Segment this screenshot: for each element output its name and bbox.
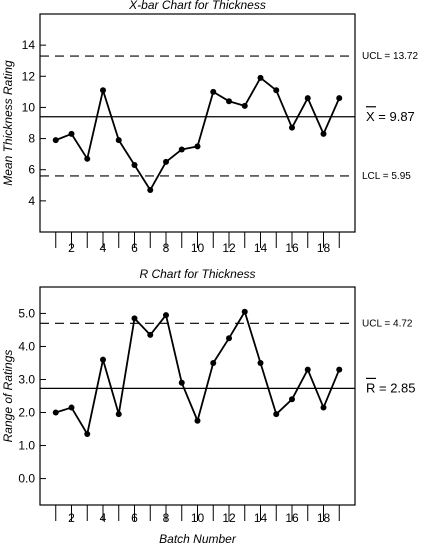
x-tick-label-0: 6 — [131, 241, 138, 255]
y-tick-label-0: 14 — [22, 38, 36, 52]
data-point-1-0 — [52, 409, 59, 416]
x-tick-label-0: 12 — [222, 241, 236, 255]
data-point-1-18 — [336, 366, 343, 373]
y-tick-label-0: 8 — [28, 132, 35, 146]
y-tick-label-1: 1.0 — [18, 439, 35, 453]
y-tick-label-1: 2.0 — [18, 406, 35, 420]
data-point-1-4 — [115, 411, 122, 418]
series-line-1 — [55, 310, 341, 435]
data-point-0-13 — [257, 74, 264, 81]
data-point-1-8 — [178, 379, 185, 386]
series-line-0 — [55, 76, 341, 191]
ref-line-label-1-0: UCL = 4.72 — [362, 318, 413, 329]
x-tick-label-0: 2 — [68, 241, 75, 255]
y-axis-label-0: Mean Thickness Rating — [1, 60, 15, 186]
x-tick-label-1: 14 — [254, 511, 268, 525]
y-tick-label-1: 4.0 — [18, 339, 35, 353]
data-point-1-9 — [194, 417, 201, 424]
data-point-1-1 — [68, 404, 75, 411]
x-tick-label-1: 4 — [100, 511, 107, 525]
data-point-1-5 — [131, 315, 138, 322]
x-tick-label-1: 6 — [131, 511, 138, 525]
data-point-0-18 — [336, 95, 343, 102]
data-point-0-10 — [210, 88, 217, 95]
x-tick-label-0: 14 — [254, 241, 268, 255]
x-tick-label-1: 8 — [163, 511, 170, 525]
data-point-1-16 — [304, 366, 311, 373]
data-point-1-3 — [100, 356, 106, 363]
data-point-1-2 — [84, 430, 91, 437]
data-point-1-6 — [147, 331, 154, 338]
data-point-0-17 — [320, 130, 327, 137]
data-point-1-14 — [273, 411, 280, 418]
x-tick-label-1: 10 — [191, 511, 205, 525]
data-point-1-12 — [241, 308, 248, 315]
y-tick-label-0: 6 — [28, 163, 35, 177]
y-tick-label-1: 0.0 — [18, 472, 35, 486]
data-point-0-12 — [241, 102, 248, 109]
chart-title-1: R Chart for Thickness — [139, 267, 255, 281]
data-point-0-7 — [163, 158, 169, 165]
y-axis-label-1: Range of Ratings — [1, 350, 15, 443]
data-point-0-2 — [84, 155, 91, 162]
x-tick-label-1: 12 — [222, 511, 236, 525]
x-tick-label-0: 18 — [317, 241, 331, 255]
data-point-0-14 — [273, 87, 280, 94]
data-point-1-17 — [320, 404, 327, 411]
data-point-0-4 — [115, 137, 122, 144]
ref-line-label-0-2: LCL = 5.95 — [362, 171, 411, 182]
ref-line-label-0-1: X = 9.87 — [366, 109, 415, 124]
data-point-0-3 — [100, 87, 106, 94]
data-point-0-6 — [147, 186, 154, 193]
x-tick-label-1: 16 — [285, 511, 299, 525]
y-tick-label-0: 10 — [22, 100, 36, 114]
data-point-0-15 — [289, 124, 295, 131]
data-point-0-8 — [178, 146, 185, 153]
ref-line-label-0-0: UCL = 13.72 — [362, 51, 418, 62]
chart-title-0: X-bar Chart for Thickness — [128, 0, 266, 12]
ref-line-label-1-1: R = 2.85 — [366, 380, 416, 395]
y-tick-label-0: 12 — [22, 69, 36, 83]
data-point-0-5 — [131, 162, 138, 169]
plot-frame-1 — [39, 286, 356, 506]
plot-frame-0 — [39, 13, 356, 233]
x-tick-label-0: 10 — [191, 241, 205, 255]
y-tick-label-1: 5.0 — [18, 306, 35, 320]
data-point-0-11 — [226, 98, 232, 105]
x-axis-label-1: Batch Number — [159, 532, 237, 545]
data-point-1-15 — [289, 396, 295, 403]
x-tick-label-0: 4 — [100, 241, 107, 255]
x-tick-label-0: 8 — [163, 241, 170, 255]
data-point-1-13 — [257, 359, 264, 366]
data-point-1-11 — [226, 335, 232, 342]
x-tick-label-1: 18 — [317, 511, 331, 525]
data-point-0-9 — [194, 143, 201, 150]
data-point-0-16 — [304, 95, 311, 102]
y-tick-label-1: 3.0 — [18, 372, 35, 386]
data-point-1-10 — [210, 359, 217, 366]
data-point-0-1 — [68, 130, 75, 137]
x-tick-label-1: 2 — [68, 511, 75, 525]
x-tick-label-0: 16 — [285, 241, 299, 255]
y-tick-label-0: 4 — [28, 194, 35, 208]
data-point-0-0 — [52, 137, 59, 144]
data-point-1-7 — [163, 312, 169, 319]
